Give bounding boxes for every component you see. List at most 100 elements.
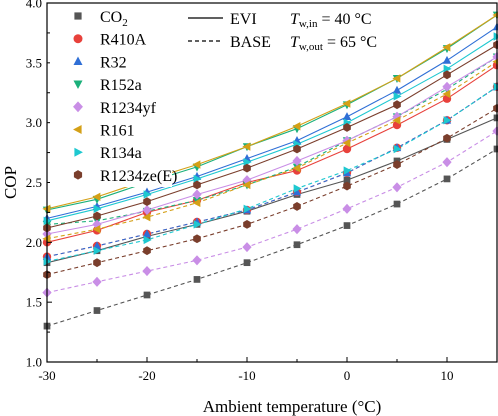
legend-marker (73, 80, 83, 90)
data-point-co2-base (443, 175, 451, 183)
legend-background (50, 5, 172, 187)
x-tick-label: -10 (238, 368, 255, 383)
data-point-co2-evi (493, 114, 498, 122)
data-point-r1234ze-e-evi (293, 144, 301, 154)
data-point-r1234ze-e-evi (243, 163, 251, 173)
data-point-r1234ze-e-base (443, 133, 451, 143)
data-point-r161-evi (42, 204, 51, 214)
legend-marker (73, 56, 83, 65)
legend-label: R134a (100, 145, 142, 162)
data-point-r1234ze-e-base (293, 202, 301, 211)
x-axis-title: Ambient temperature (°C) (203, 397, 382, 416)
condition-annotation: Tw,in = 40 °C (290, 11, 372, 30)
legend-label: R161 (100, 123, 135, 140)
data-point-r161-base (242, 180, 251, 190)
data-point-r1234yf-base (192, 255, 202, 266)
data-point-r134a-evi (243, 157, 252, 167)
legend-label: R1234ze(E) (100, 168, 177, 185)
data-point-co2-base (193, 276, 201, 283)
data-point-r1234yf-base (342, 203, 352, 214)
data-point-r1234ze-e-evi (343, 123, 351, 132)
data-point-co2-base (293, 241, 301, 249)
data-point-co2-evi (343, 176, 351, 184)
data-point-r1234ze-e-evi (443, 70, 451, 80)
condition-annotation: Tw,out = 65 °C (290, 34, 377, 53)
x-tick-label: 10 (441, 368, 454, 383)
data-point-r161-evi (92, 192, 101, 202)
data-point-r134a-base (143, 235, 152, 245)
line-style-legend-background (182, 5, 392, 55)
legend-marker (73, 34, 83, 44)
series-line-r32-base (46, 86, 498, 258)
data-point-r161-base (142, 213, 151, 222)
data-point-r1234yf-base (392, 182, 402, 193)
data-point-r134a-base (43, 257, 52, 266)
data-point-r161-evi (242, 142, 251, 151)
data-point-r32-base (142, 229, 152, 238)
data-point-r134a-evi (193, 174, 202, 184)
series-line-r152a-base (46, 56, 498, 225)
data-point-r1234yf-evi (442, 81, 452, 92)
data-point-r134a-evi (93, 204, 102, 214)
data-point-r1234ze-e-base (143, 246, 151, 256)
line-style-label: EVI (230, 11, 257, 28)
data-point-r32-evi (442, 55, 452, 64)
data-point-r410a-evi (342, 144, 352, 154)
data-point-r1234ze-e-base (93, 258, 101, 268)
data-point-r161-base (92, 224, 101, 234)
data-point-co2-base (493, 145, 498, 153)
data-point-r1234yf-evi (292, 155, 302, 166)
data-point-r1234ze-e-base (193, 234, 201, 244)
data-point-r134a-base (443, 116, 452, 125)
data-point-r134a-base (393, 144, 402, 154)
x-tick-label: 0 (344, 368, 351, 383)
y-tick-label: 1.5 (26, 295, 42, 310)
data-point-co2-base (93, 307, 101, 314)
legend-marker (73, 170, 83, 180)
legend-label: R410A (100, 32, 147, 49)
data-point-r1234yf-evi (192, 189, 202, 200)
series-line-r1234yf-base (46, 130, 498, 294)
legend-label: CO2 (100, 9, 128, 29)
legend-marker (74, 147, 83, 157)
data-point-r161-base (392, 116, 401, 125)
series-line-co2-evi (46, 117, 498, 264)
data-point-r161-base (192, 198, 201, 208)
data-point-r1234yf-evi (142, 204, 152, 216)
data-point-r134a-evi (143, 190, 152, 199)
legend-marker (73, 125, 82, 134)
legend-marker (74, 12, 82, 20)
legend-marker (73, 101, 83, 113)
y-tick-label: 3.0 (26, 115, 42, 130)
legend-label: R1234yf (100, 100, 157, 117)
data-point-r32-base (292, 187, 302, 196)
data-point-r134a-base (343, 166, 352, 175)
data-point-r134a-base (293, 184, 302, 193)
data-point-r161-evi (192, 160, 201, 169)
data-point-r1234yf-base (242, 242, 252, 253)
data-point-r1234yf-evi (392, 111, 402, 122)
y-tick-label: 4.0 (26, 0, 42, 11)
data-point-r1234ze-e-base (393, 160, 401, 169)
data-point-r1234ze-e-evi (193, 180, 201, 190)
data-point-r32-evi (342, 112, 352, 121)
line-style-label: BASE (230, 34, 271, 51)
data-point-r161-base (442, 89, 451, 99)
data-point-r1234yf-base (142, 266, 152, 277)
data-point-r1234ze-e-evi (143, 197, 151, 207)
y-tick-label: 3.5 (26, 55, 42, 70)
x-tick-label: -30 (38, 368, 55, 383)
legend-label: R32 (100, 54, 127, 71)
series-line-r1234ze-e-evi (46, 44, 498, 229)
data-point-r134a-base (193, 220, 202, 229)
data-point-r1234ze-e-base (343, 181, 351, 191)
series-line-r161-evi (46, 14, 498, 210)
data-point-r134a-evi (393, 92, 402, 101)
data-point-r161-base (292, 163, 301, 173)
series-line-co2-base (46, 148, 498, 327)
y-tick-label: 2.5 (26, 175, 42, 190)
data-point-co2-base (243, 259, 251, 267)
data-point-r1234ze-e-base (243, 219, 251, 229)
data-point-r134a-evi (443, 64, 452, 74)
